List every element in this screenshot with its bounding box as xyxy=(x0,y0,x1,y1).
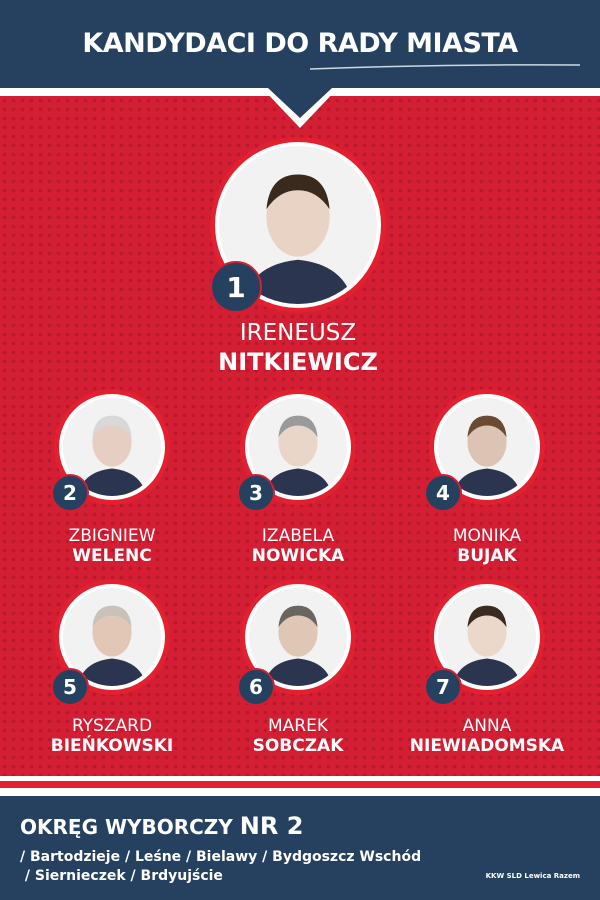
last-name: WELENC xyxy=(72,546,152,567)
candidate-number-badge: 1 xyxy=(210,261,262,313)
last-name: NIEWIADOMSKA xyxy=(409,736,565,757)
title-underline-swoosh xyxy=(310,64,580,70)
candidate-number-badge: 4 xyxy=(424,474,462,512)
first-name: RYSZARD xyxy=(71,716,153,736)
first-name: IZABELA xyxy=(261,526,335,546)
page-title: KANDYDACI DO RADY MIASTA xyxy=(82,28,518,59)
bottom-stripes xyxy=(0,776,600,796)
committee-label: KKW SLD Lewica Razem xyxy=(485,872,580,880)
portrait-icon xyxy=(438,588,536,686)
candidate-name: ANNA NIEWIADOMSKA xyxy=(377,716,597,757)
first-name: MAREK xyxy=(268,716,328,736)
last-name: NOWICKA xyxy=(251,546,345,567)
first-name: ANNA xyxy=(462,716,512,736)
candidate-number-badge: 3 xyxy=(237,474,275,512)
areas-line: / Siernieczek / Brdyujście xyxy=(20,867,223,884)
portrait-icon xyxy=(219,146,377,304)
last-name: BUJAK xyxy=(457,546,517,567)
first-name: MONIKA xyxy=(452,526,522,546)
candidate-photo xyxy=(54,579,170,695)
candidate-name: RYSZARD BIEŃKOWSKI xyxy=(2,716,222,757)
last-name: NITKIEWICZ xyxy=(218,347,378,376)
candidate-name: MAREK SOBCZAK xyxy=(188,716,408,757)
district-label: OKRĘG WYBORCZY xyxy=(20,815,240,839)
candidate-number-badge: 7 xyxy=(424,668,462,706)
last-name: SOBCZAK xyxy=(252,736,344,757)
candidate-number-badge: 2 xyxy=(51,474,89,512)
candidate-photo xyxy=(210,137,386,313)
candidate-photo xyxy=(54,389,170,505)
last-name: BIEŃKOWSKI xyxy=(50,736,174,757)
first-name: IRENEUSZ xyxy=(239,320,357,346)
candidate-name: IRENEUSZ NITKIEWICZ xyxy=(188,320,408,376)
candidate-number-badge: 6 xyxy=(237,668,275,706)
areas-line: / Bartodzieje / Leśne / Bielawy / Bydgos… xyxy=(20,849,422,865)
first-name: ZBIGNIEW xyxy=(68,526,156,546)
portrait-icon xyxy=(249,588,347,686)
district-number: NR 2 xyxy=(239,812,304,840)
candidate-name: IZABELA NOWICKA xyxy=(188,526,408,567)
footer: OKRĘG WYBORCZY NR 2 / Bartodzieje / Leśn… xyxy=(0,796,600,900)
candidate-number-badge: 5 xyxy=(51,668,89,706)
candidate-name: MONIKA BUJAK xyxy=(377,526,597,567)
candidate-photo xyxy=(240,389,356,505)
candidate-name: ZBIGNIEW WELENC xyxy=(2,526,222,567)
white-stripe xyxy=(0,88,600,96)
district-title: OKRĘG WYBORCZY NR 2 xyxy=(20,812,303,840)
header-banner xyxy=(0,0,600,88)
district-areas: / Bartodzieje / Leśne / Bielawy / Bydgos… xyxy=(20,848,421,886)
portrait-icon xyxy=(63,588,161,686)
